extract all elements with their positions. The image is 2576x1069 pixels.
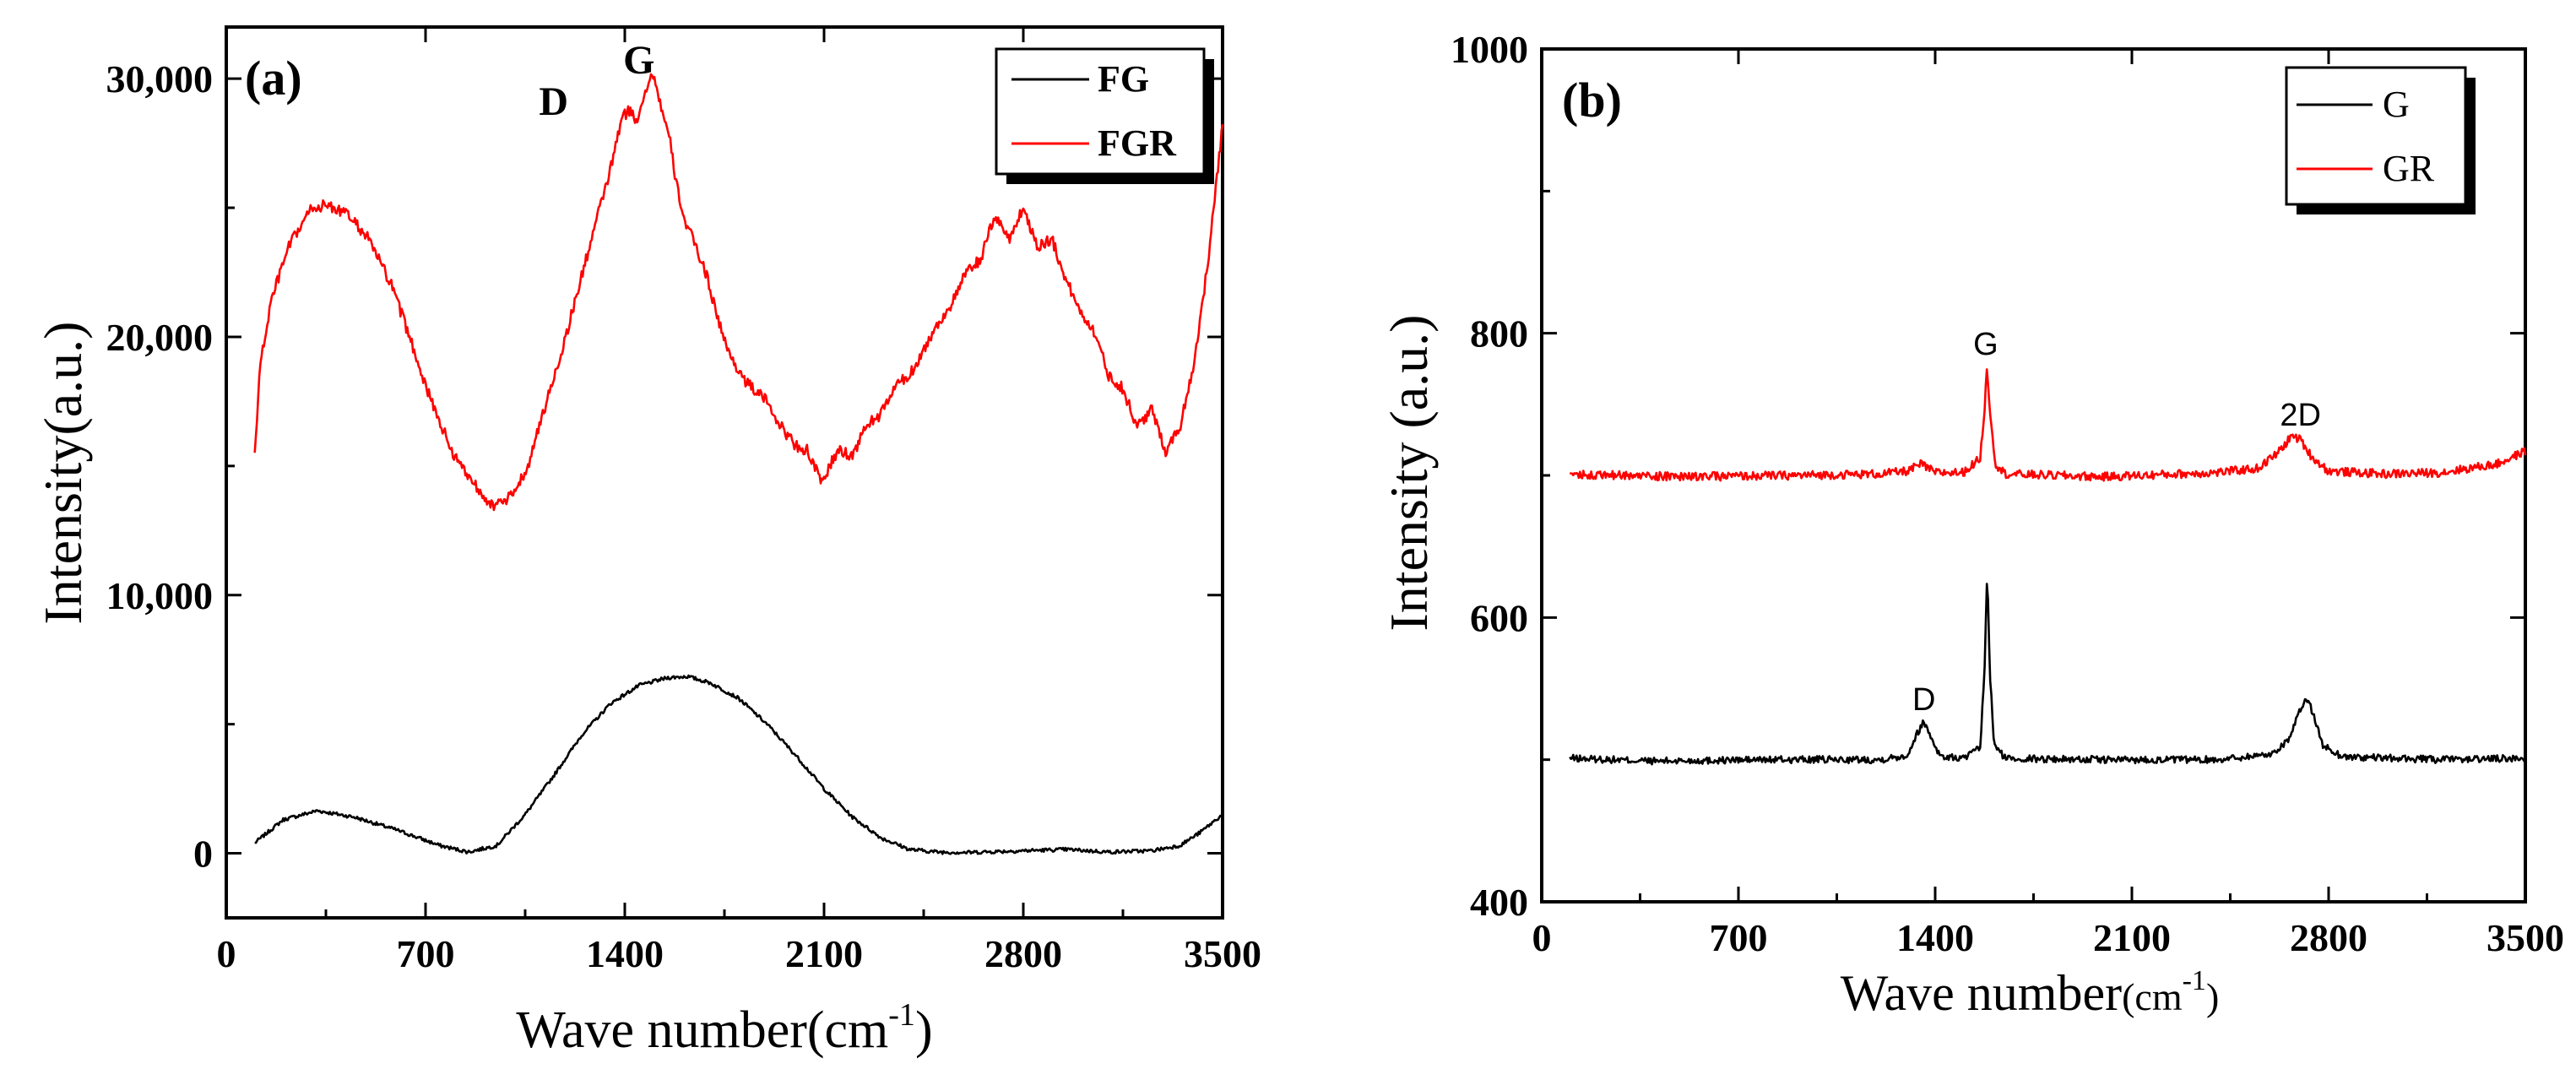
x-tick-label: 0 <box>217 932 236 975</box>
series-line-gr <box>1569 368 2527 482</box>
x-axis-label-sup-b: -1 <box>2183 965 2206 996</box>
x-axis-label-main-a: Wave number(cm <box>516 1001 888 1059</box>
x-axis-label-main-b: Wave number <box>1841 965 2122 1021</box>
y-axis-label-a: Intensity(a.u.) <box>33 322 93 625</box>
x-tick-label: 700 <box>1710 916 1768 959</box>
series-line-fg <box>254 674 1223 855</box>
x-tick-labels-a: 0 700 1400 2100 2800 3500 <box>217 932 1262 975</box>
y-axis-label-b: Intensity (a.u.) <box>1379 315 1439 632</box>
axis-ticks-a <box>225 27 1224 918</box>
x-tick-label: 1400 <box>586 932 664 975</box>
y-tick-labels-a: 0 10,000 20,000 30,000 <box>106 57 214 875</box>
legend-label-g: G <box>2383 84 2410 125</box>
legend-b: G GR <box>2285 66 2476 214</box>
x-tick-label: 0 <box>1532 916 1552 959</box>
annotation-d-b: D <box>1912 682 1935 718</box>
y-tick-labels-b: 400 600 800 1000 <box>1451 28 1528 924</box>
series-line-g <box>1569 583 2527 766</box>
y-tick-label: 1000 <box>1451 28 1528 71</box>
x-axis-label-small-b: (cm <box>2122 975 2183 1018</box>
panel-label-a: (a) <box>245 51 302 106</box>
panel-a: 0 700 1400 2100 2800 3500 0 10,000 20,000 30,000… <box>33 25 1262 1059</box>
y-tick-label: 20,000 <box>106 316 214 359</box>
legend-a: FG FGR <box>995 47 1214 184</box>
x-axis-label-b: Wave number(cm-1) <box>1841 965 2220 1021</box>
x-tick-label: 3500 <box>2487 916 2564 959</box>
panel-label-b: (b) <box>1562 73 1622 128</box>
series-line-fgr <box>253 73 1224 512</box>
axis-ticks-b <box>1540 47 2527 903</box>
series-group-a <box>253 73 1224 855</box>
y-tick-label: 30,000 <box>106 57 214 100</box>
annotation-g-b: G <box>1973 327 1998 362</box>
y-tick-label: 400 <box>1470 881 1528 924</box>
x-tick-label: 2800 <box>2290 916 2367 959</box>
legend-box-a <box>995 47 1206 176</box>
legend-box-b <box>2285 66 2467 206</box>
y-tick-label: 10,000 <box>106 574 214 617</box>
annotation-2d-b: 2D <box>2280 398 2321 433</box>
x-axis-label-close-a: ) <box>915 1001 933 1059</box>
y-tick-label: 0 <box>193 833 213 876</box>
x-tick-labels-b: 0 700 1400 2100 2800 3500 <box>1532 916 2565 959</box>
legend-label-gr: GR <box>2383 148 2435 189</box>
y-tick-label: 800 <box>1470 312 1528 355</box>
annotation-g-a: G <box>623 38 654 83</box>
x-tick-label: 1400 <box>1896 916 1974 959</box>
y-tick-label: 600 <box>1470 596 1528 639</box>
annotations-a: D G <box>539 38 654 124</box>
x-tick-label: 2100 <box>2093 916 2171 959</box>
legend-label-fgr: FGR <box>1098 122 1177 164</box>
annotations-b: G 2D D <box>1912 327 2321 718</box>
x-axis-label-sup-a: -1 <box>888 997 915 1033</box>
series-group-b <box>1569 368 2527 766</box>
legend-label-fg: FG <box>1098 58 1149 100</box>
x-tick-label: 2100 <box>785 932 863 975</box>
x-tick-label: 700 <box>397 932 455 975</box>
x-axis-label-a: Wave number(cm-1) <box>516 997 932 1059</box>
annotation-d-a: D <box>539 79 568 124</box>
x-tick-label: 3500 <box>1184 932 1261 975</box>
x-tick-label: 2800 <box>984 932 1062 975</box>
panel-b: 0 700 1400 2100 2800 3500 400 600 800 1000 (b) G… <box>1379 28 2564 1021</box>
x-axis-label-close-b: ) <box>2206 975 2219 1018</box>
